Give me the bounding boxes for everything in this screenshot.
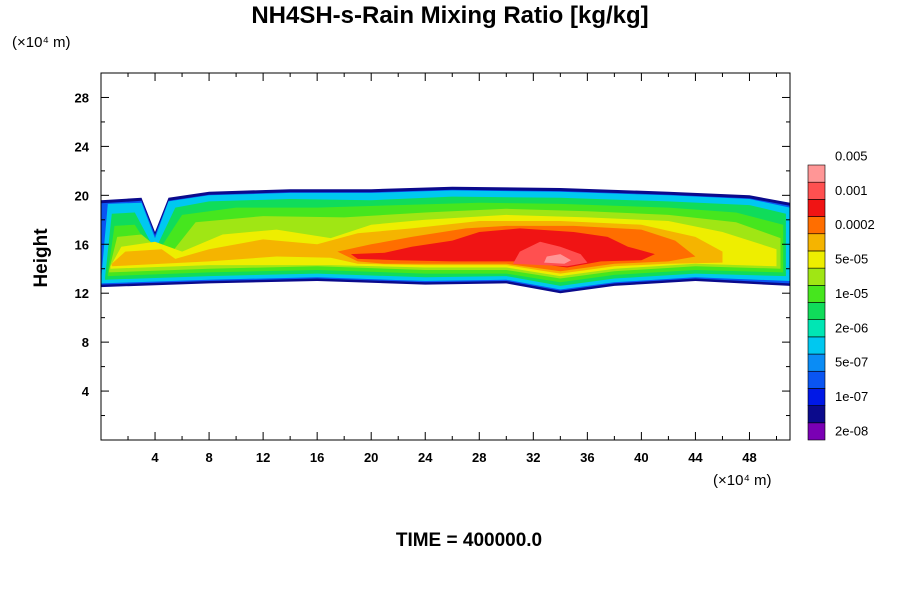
colorbar-label: 5e-05 (835, 252, 868, 267)
y-tick-label: 16 (75, 237, 89, 252)
x-tick-label: 48 (742, 450, 756, 465)
plot-frame (100, 72, 791, 441)
colorbar-swatch (807, 216, 826, 235)
y-tick-label: 8 (82, 335, 89, 350)
colorbar-label: 2e-08 (835, 423, 868, 438)
y-tick-label: 4 (82, 384, 90, 399)
colorbar: 2e-08 1e-07 5e-07 2e-06 1e-05 5e-05 0.0002 0.00… (807, 148, 875, 441)
colorbar-swatch (807, 422, 826, 441)
colorbar-swatch (807, 181, 826, 200)
x-tick-label: 8 (205, 450, 212, 465)
colorbar-swatch (807, 336, 826, 355)
y-axis-unit-label: (×10⁴ m) (12, 34, 71, 51)
colorbar-label: 0.0002 (835, 217, 875, 232)
colorbar-swatch (807, 199, 826, 217)
y-tick-label: 12 (75, 286, 89, 301)
colorbar-label: 1e-05 (835, 286, 868, 301)
x-tick-label: 4 (151, 450, 159, 465)
colorbar-label: 2e-06 (835, 320, 868, 335)
x-tick-label: 12 (256, 450, 270, 465)
colorbar-swatch (807, 267, 826, 286)
colorbar-swatch (807, 164, 826, 183)
colorbar-swatch (807, 388, 826, 406)
colorbar-swatch (807, 285, 826, 303)
time-footer: TIME = 400000.0 (395, 530, 543, 551)
colorbar-swatch (807, 405, 826, 424)
colorbar-swatch (807, 233, 826, 252)
colorbar-label: 0.001 (835, 183, 868, 198)
x-tick-label: 28 (472, 450, 486, 465)
colorbar-label: 5e-07 (835, 355, 868, 370)
mixing-ratio-field (101, 186, 790, 294)
x-axis-unit-label: (×10⁴ m) (713, 472, 772, 489)
y-tick-label: 24 (75, 139, 90, 154)
x-tick-label: 32 (526, 450, 540, 465)
x-tick-label: 40 (634, 450, 648, 465)
y-tick-label: 28 (75, 90, 89, 105)
field-band-15 (544, 254, 572, 264)
chart-title: NH4SH-s-Rain Mixing Ratio [kg/kg] (251, 2, 649, 29)
colorbar-swatch (807, 353, 826, 372)
colorbar-swatch (807, 370, 826, 389)
colorbar-swatch (807, 319, 826, 338)
x-tick-label: 16 (310, 450, 324, 465)
x-tick-label: 36 (580, 450, 594, 465)
colorbar-label: 0.005 (835, 148, 868, 163)
x-tick-label: 24 (418, 450, 433, 465)
colorbar-swatch (807, 250, 826, 269)
y-tick-label: 20 (75, 188, 89, 203)
x-tick-label: 20 (364, 450, 378, 465)
colorbar-swatch (807, 302, 826, 320)
colorbar-label: 1e-07 (835, 389, 868, 404)
x-tick-label: 44 (688, 450, 703, 465)
